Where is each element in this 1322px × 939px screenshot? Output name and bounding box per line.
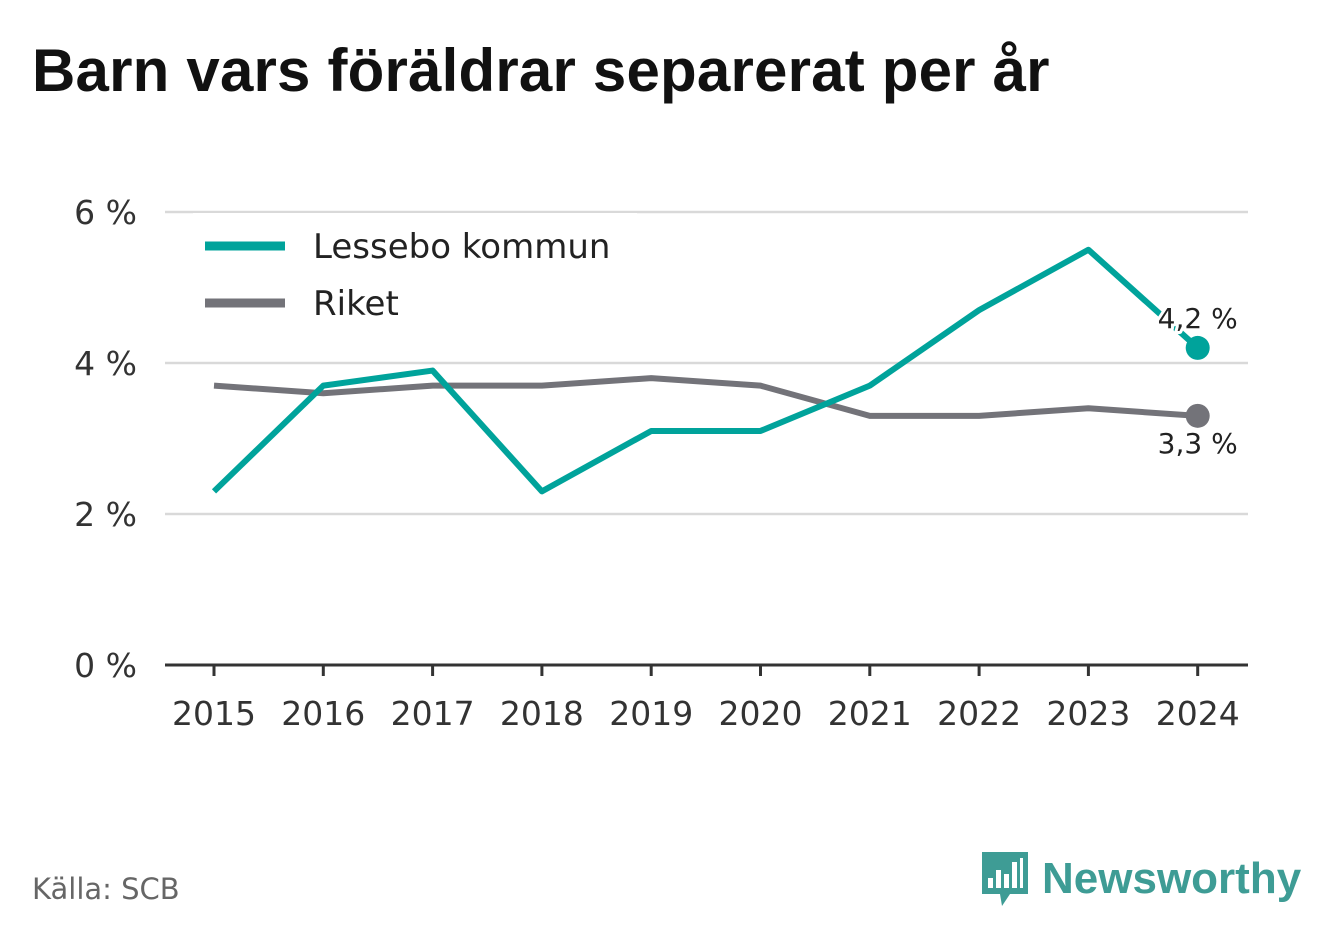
series-line-riket [213,375,1198,419]
source-note: Källa: SCB [32,872,180,906]
x-tick-label: 2019 [609,694,693,733]
series-lines [211,246,1210,495]
series-end-point-lessebo [1185,335,1210,360]
x-tick-label: 2023 [1046,694,1130,733]
x-tick-label: 2017 [391,694,475,733]
gridlines [165,210,1248,516]
end-label-lessebo: 4,2 % [1158,302,1238,335]
x-tick-label: 2024 [1156,694,1240,733]
legend-label: Riket [313,284,399,324]
legend: Lessebo kommun Riket [193,213,637,331]
y-tick-label: 6 % [74,193,137,232]
x-tick-label: 2022 [937,694,1021,733]
newsworthy-bar-chart-icon [982,852,1028,906]
series-line-lessebo [211,246,1200,495]
x-tick-label: 2015 [172,694,256,733]
legend-background [193,213,637,331]
end-labels: 4,2 % 3,3 % [1155,299,1241,463]
legend-label: Lessebo kommun [313,227,610,267]
brand-logo: Newsworthy [980,850,1301,908]
y-axis-ticks: 0 % 2 % 4 % 6 % [74,193,137,685]
y-tick-label: 4 % [74,344,137,383]
chart-title: Barn vars föräldrar separerat per år [32,37,1050,104]
x-tick-label: 2020 [719,694,803,733]
brand-name: Newsworthy [1042,854,1302,903]
y-tick-label: 2 % [74,495,137,534]
x-tick-label: 2018 [500,694,584,733]
series-end-point-riket [1185,403,1210,428]
y-tick-label: 0 % [74,646,137,685]
x-tick-label: 2021 [828,694,912,733]
x-tick-label: 2016 [281,694,365,733]
end-label-riket: 3,3 % [1158,427,1238,460]
x-axis: 2015 2016 2017 2018 2019 2020 2021 2022 2023 2024 [165,663,1248,733]
